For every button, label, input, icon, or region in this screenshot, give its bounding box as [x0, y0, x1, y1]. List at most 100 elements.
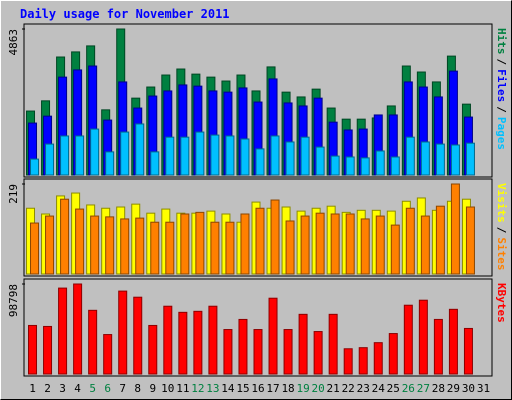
x-tick-label: 3	[59, 382, 66, 395]
x-tick-label: 21	[327, 382, 340, 395]
bar	[420, 215, 430, 275]
bar	[165, 221, 175, 275]
bar	[195, 211, 205, 275]
bar	[390, 224, 400, 275]
bar	[195, 131, 205, 176]
bar	[180, 136, 190, 176]
bar	[45, 215, 55, 275]
x-tick-label: 24	[372, 382, 386, 395]
x-tick-label: 10	[161, 382, 174, 395]
bar	[405, 136, 415, 176]
bar	[375, 150, 385, 176]
bar	[435, 205, 445, 275]
bar	[465, 206, 475, 275]
bar	[135, 123, 145, 176]
bar	[315, 146, 325, 176]
bar	[120, 131, 130, 176]
x-tick-label: 25	[387, 382, 400, 395]
bar	[240, 138, 250, 176]
legend-entry: Pages	[495, 117, 508, 150]
x-tick-label: 1	[29, 382, 36, 395]
legend-entry: Hits	[495, 28, 508, 55]
bar	[148, 324, 158, 375]
x-tick-label: 13	[206, 382, 219, 395]
bar	[313, 331, 323, 375]
bar	[360, 218, 370, 275]
bar	[388, 333, 398, 375]
x-tick-label: 8	[134, 382, 141, 395]
bar	[75, 208, 85, 275]
bar	[463, 327, 473, 375]
bar	[88, 309, 98, 375]
bar	[210, 134, 220, 176]
bar	[375, 215, 385, 275]
bar	[300, 215, 310, 275]
bar	[60, 198, 70, 275]
bar	[90, 215, 100, 275]
legend-entry: Visits	[495, 183, 508, 223]
x-tick-label: 15	[236, 382, 249, 395]
bar	[403, 304, 413, 375]
bar	[150, 151, 160, 176]
bar	[118, 290, 128, 375]
x-tick-label: 19	[296, 382, 309, 395]
x-tick-label: 14	[221, 382, 235, 395]
bar	[285, 141, 295, 176]
x-tick-label: 22	[342, 382, 355, 395]
bar	[240, 213, 250, 275]
bar	[450, 183, 460, 275]
bar	[283, 329, 293, 375]
bar	[390, 156, 400, 176]
bar	[210, 221, 220, 275]
bar	[330, 213, 340, 275]
x-tick-label: 17	[266, 382, 279, 395]
legend-entry: KBytes	[495, 283, 508, 323]
bar	[255, 207, 265, 275]
x-tick-label: 26	[402, 382, 415, 395]
x-tick-label: 27	[417, 382, 430, 395]
bar	[373, 342, 383, 375]
bar	[238, 318, 248, 375]
x-tick-label: 18	[281, 382, 294, 395]
bar	[225, 135, 235, 176]
legend: Visits / Sites	[495, 183, 508, 271]
legend-separator: /	[495, 227, 508, 234]
bar	[285, 220, 295, 275]
bar	[418, 299, 428, 375]
bar	[150, 221, 160, 275]
bar	[193, 310, 203, 375]
y-tick-label: 4863	[7, 29, 20, 56]
bar	[133, 296, 143, 375]
bar	[328, 313, 338, 375]
bar	[343, 348, 353, 375]
bar	[43, 325, 53, 375]
bar	[270, 199, 280, 275]
bar	[360, 157, 370, 176]
bar	[90, 128, 100, 176]
chart-title: Daily usage for November 2011	[20, 7, 230, 21]
legend-separator: /	[495, 106, 508, 113]
bar	[298, 313, 308, 375]
legend-entry: Files	[495, 69, 508, 102]
bar	[255, 148, 265, 176]
bar	[180, 213, 190, 275]
bar	[450, 144, 460, 176]
bar	[60, 135, 70, 176]
bar	[358, 347, 368, 375]
bar	[268, 297, 278, 375]
x-tick-label: 2	[44, 382, 51, 395]
x-tick-label: 28	[432, 382, 445, 395]
bar	[30, 158, 40, 176]
bar	[45, 143, 55, 176]
bar	[420, 141, 430, 176]
bar	[178, 311, 188, 375]
bar	[433, 318, 443, 375]
bar	[315, 212, 325, 275]
bar	[58, 287, 68, 375]
x-tick-label: 23	[357, 382, 370, 395]
legend: Hits / Files / Pages	[495, 28, 508, 150]
bar	[300, 136, 310, 176]
